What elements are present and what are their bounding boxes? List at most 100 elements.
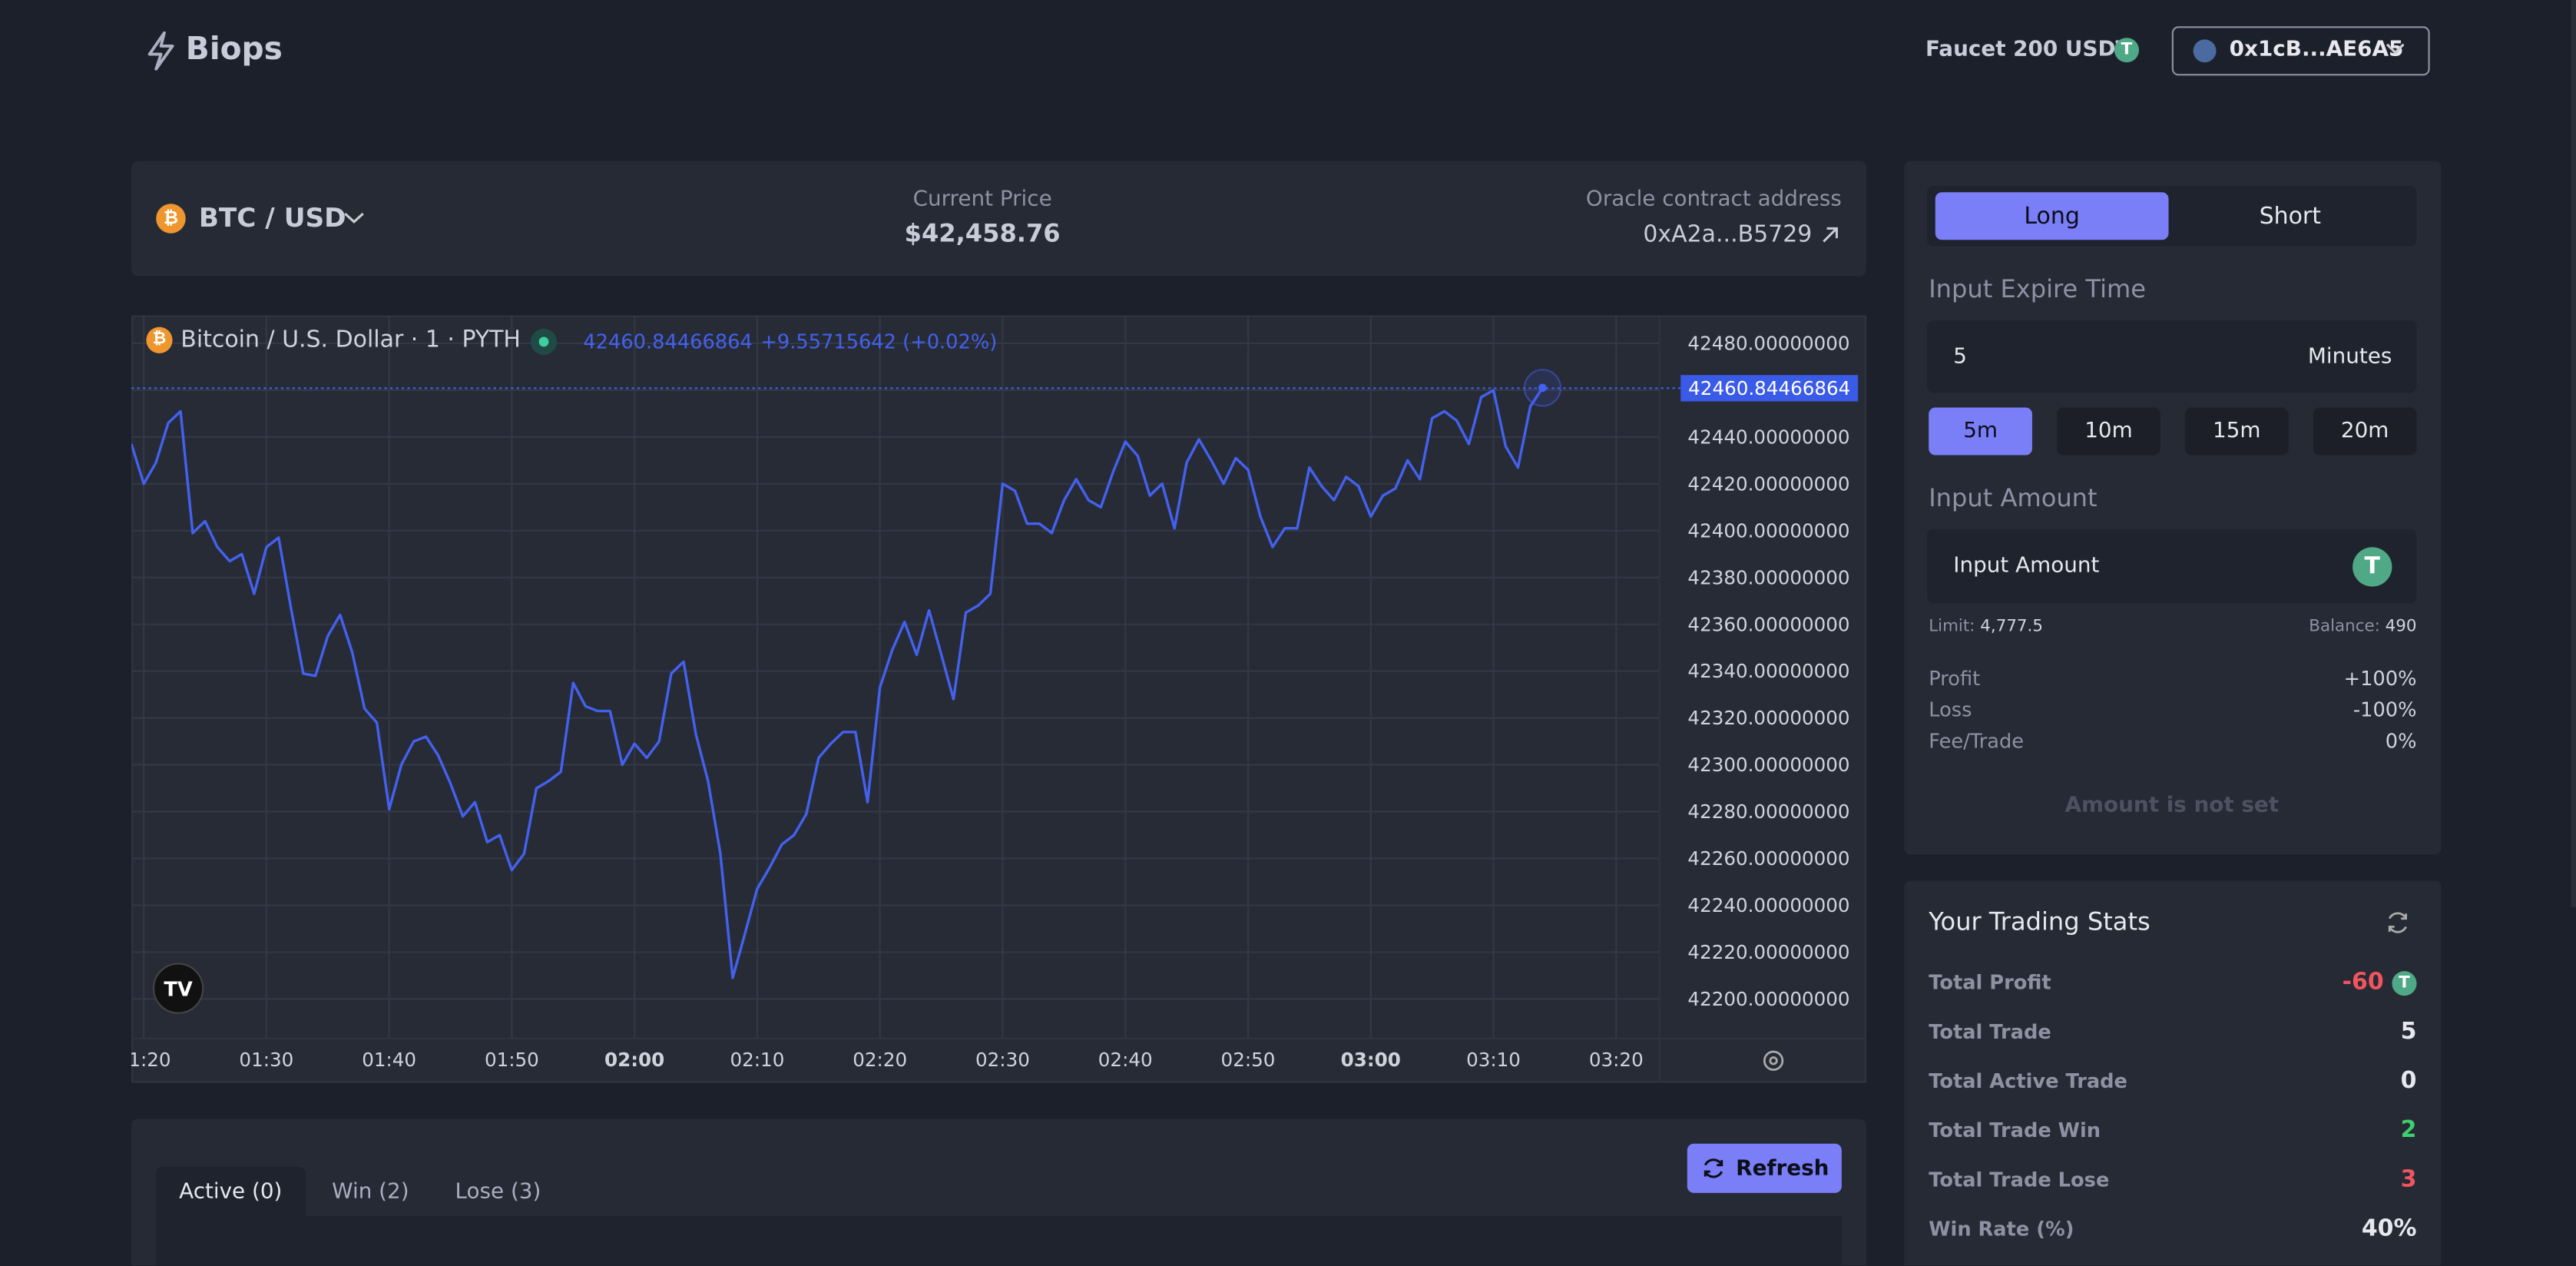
price-label: Current Price (912, 187, 1052, 212)
stat-label: Total Profit (1929, 971, 2051, 995)
legend-value: 42460.84466864 (583, 330, 753, 353)
y-tick-label: 42320.00000000 (1687, 707, 1849, 729)
short-tab[interactable]: Short (2259, 203, 2321, 230)
brand-icon (147, 31, 174, 71)
duration-button[interactable]: 20m (2313, 407, 2417, 456)
x-tick-label: 01:50 (485, 1049, 539, 1071)
tradingview-logo[interactable]: TV (152, 963, 204, 1014)
history-table (156, 1215, 1842, 1266)
duration-button[interactable]: 15m (2184, 407, 2289, 456)
x-tick-label: 03:20 (1589, 1049, 1644, 1071)
x-tick-label: 02:20 (853, 1049, 907, 1071)
stat-value: 3 (2400, 1166, 2417, 1193)
history-tab[interactable]: Win (2) (332, 1179, 409, 1205)
x-tick-label: 01:30 (239, 1049, 293, 1071)
stat-value: 5 (2400, 1019, 2417, 1046)
status-dot (530, 328, 558, 356)
amount-input[interactable] (1927, 529, 2417, 604)
y-tick-label: 42300.00000000 (1687, 754, 1849, 776)
limit-value: 4,777.5 (1980, 618, 2043, 636)
brand: Biops (185, 31, 283, 68)
chevron (2386, 43, 2405, 55)
term-value: -100% (2353, 698, 2417, 722)
limit-label: Limit: (1929, 618, 1975, 636)
y-tick-label: 42400.00000000 (1687, 519, 1849, 542)
last-price-label: 42460.84466864 (1688, 377, 1850, 399)
y-tick-label: 42260.00000000 (1687, 847, 1849, 870)
stats-panel (1904, 880, 2442, 1266)
x-tick-label: 03:10 (1466, 1049, 1521, 1071)
x-tick-label: 01:20 (131, 1049, 171, 1071)
chart-title: Bitcoin / U.S. Dollar · 1 · PYTH (180, 326, 521, 353)
usdt-icon: T (2392, 971, 2417, 996)
usdt-icon: T (2114, 38, 2140, 63)
history-tab[interactable]: Lose (3) (455, 1179, 541, 1205)
btc-icon: ₿ (146, 326, 173, 353)
y-tick-label: 42440.00000000 (1687, 426, 1849, 448)
stats-title: Your Trading Stats (1929, 906, 2151, 937)
chart-panel (131, 315, 1866, 1083)
expire-unit: Minutes (2307, 345, 2392, 370)
stat-label: Total Trade (1929, 1020, 2051, 1044)
stat-label: Total Trade Lose (1929, 1168, 2110, 1191)
y-tick-label: 42220.00000000 (1687, 941, 1849, 963)
limit: Limit: 4,777.5 (1929, 618, 2043, 636)
balance: Balance: 490 (2170, 618, 2417, 636)
x-tick-label: 02:40 (1098, 1049, 1153, 1071)
oracle-address[interactable]: 0xA2a...B5729 (1643, 221, 1813, 248)
usdt-icon: T (2353, 547, 2392, 587)
refresh-icon (1704, 1158, 1723, 1178)
amount-label: Input Amount (1929, 482, 2098, 513)
y-tick-label: 42360.00000000 (1687, 613, 1849, 635)
y-tick-label: 42380.00000000 (1687, 566, 1849, 588)
chevron (344, 212, 364, 224)
duration-button[interactable]: 5m (1929, 407, 2032, 456)
duration-button[interactable]: 10m (2057, 407, 2160, 456)
term-value: 0% (2385, 729, 2417, 753)
x-tick-label: 02:50 (1221, 1049, 1276, 1071)
wallet-avatar (2193, 39, 2217, 63)
last-price-tag (1680, 375, 1859, 402)
refresh-label: Refresh (1736, 1155, 1829, 1181)
scrollbar (2571, 0, 2576, 907)
stat-label: Total Trade Win (1929, 1119, 2101, 1142)
x-tick-label: 02:00 (604, 1049, 664, 1071)
expire-input[interactable] (1927, 320, 2417, 393)
balance-value: 490 (2385, 618, 2417, 636)
long-tab[interactable]: Long (1935, 192, 2169, 240)
term-value: +100% (2343, 667, 2417, 691)
trade-panel (1904, 161, 2442, 855)
y-tick-label: 42420.00000000 (1687, 472, 1849, 495)
refresh-button[interactable]: Refresh (1687, 1143, 1842, 1193)
submit-button[interactable]: Amount is not set (2064, 794, 2280, 819)
x-tick-label: 02:10 (730, 1049, 785, 1071)
wallet-button[interactable] (2171, 26, 2430, 76)
faucet[interactable]: Faucet 200 USDT (1925, 38, 2131, 63)
price: $42,458.76 (904, 218, 1061, 248)
active-tab-bg (156, 1166, 306, 1218)
term-label: Fee/Trade (1929, 729, 2025, 753)
stat-value: 40% (2361, 1215, 2417, 1243)
btc-icon: ₿ (156, 204, 186, 234)
y-tick-label: 42280.00000000 (1687, 800, 1849, 823)
stat-value: -60 (2342, 969, 2384, 996)
y-tick-label: 42480.00000000 (1687, 333, 1849, 355)
external-icon (1823, 227, 1838, 243)
x-tick-label: 03:00 (1341, 1049, 1401, 1071)
expire-value: 5 (1953, 345, 1968, 370)
settings-icon[interactable] (1761, 1049, 1786, 1073)
legend-change: +9.55715642 (+0.02%) (760, 330, 998, 353)
pair[interactable]: BTC / USD (198, 202, 346, 234)
wallet-address: 0x1cB...AE6A5 (2229, 38, 2404, 63)
amount-placeholder: Input Amount (1953, 553, 2100, 578)
history-tab[interactable]: Active (0) (179, 1179, 283, 1205)
term-label: Loss (1929, 698, 1972, 722)
balance-label: Balance: (2309, 618, 2380, 636)
price-line (131, 386, 1544, 979)
refresh-icon[interactable] (2386, 910, 2410, 935)
expire-label: Input Expire Time (1929, 274, 2147, 304)
stat-label: Total Active Trade (1929, 1069, 2127, 1093)
y-tick-label: 42240.00000000 (1687, 894, 1849, 916)
market-panel (131, 161, 1866, 277)
